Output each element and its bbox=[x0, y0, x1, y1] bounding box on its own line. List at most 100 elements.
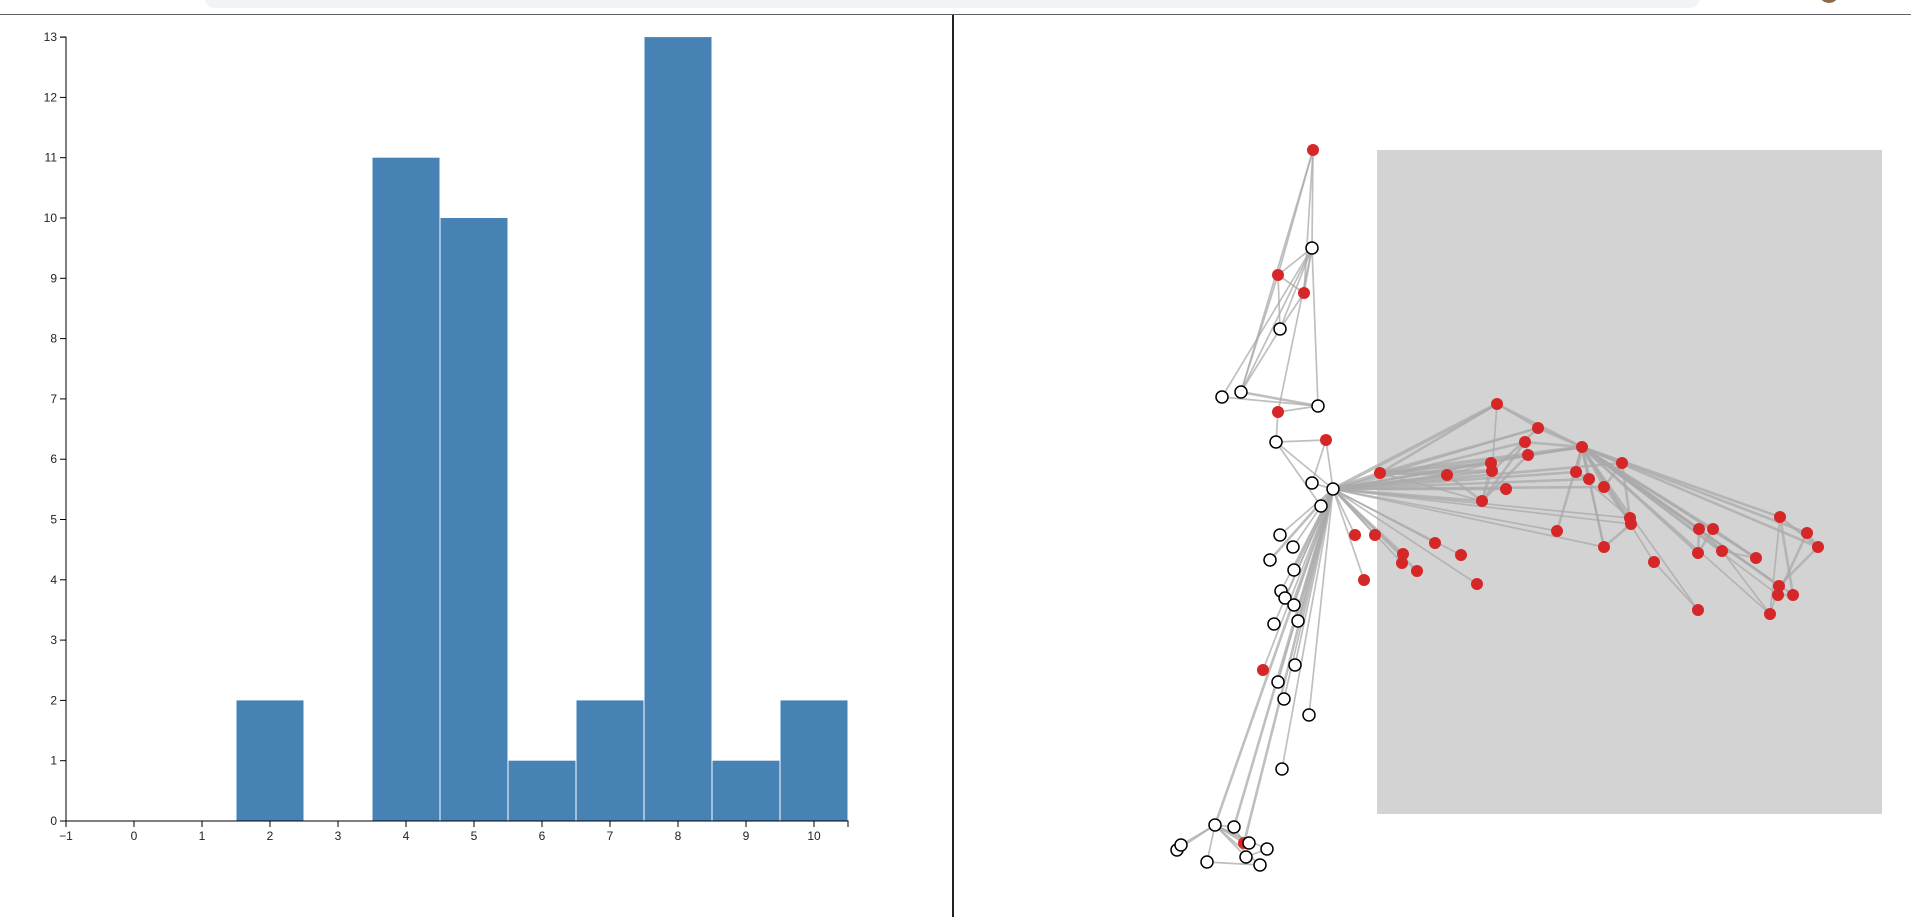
network-node-selected[interactable] bbox=[1358, 574, 1370, 586]
network-edge bbox=[1311, 439, 1327, 484]
network-node[interactable] bbox=[1277, 692, 1291, 706]
profile-avatar[interactable] bbox=[1820, 0, 1838, 3]
network-node-selected[interactable] bbox=[1707, 523, 1719, 535]
network-node[interactable] bbox=[1208, 818, 1222, 832]
network-edge bbox=[1379, 469, 1493, 475]
network-node-selected[interactable] bbox=[1570, 466, 1582, 478]
network-node-selected[interactable] bbox=[1716, 545, 1728, 557]
address-bar[interactable] bbox=[205, 0, 1700, 8]
network-edge bbox=[1214, 824, 1268, 850]
network-node-selected[interactable] bbox=[1298, 287, 1310, 299]
network-edge bbox=[1232, 488, 1335, 828]
network-node[interactable] bbox=[1314, 499, 1328, 513]
histogram-bar[interactable] bbox=[508, 760, 576, 821]
network-node-selected[interactable] bbox=[1624, 512, 1636, 524]
network-node[interactable] bbox=[1305, 476, 1319, 490]
network-node-selected[interactable] bbox=[1486, 465, 1498, 477]
network-node-selected[interactable] bbox=[1519, 436, 1531, 448]
network-node-selected[interactable] bbox=[1397, 548, 1409, 560]
network-node[interactable] bbox=[1305, 241, 1319, 255]
y-axis bbox=[60, 36, 67, 822]
network-node-selected[interactable] bbox=[1500, 483, 1512, 495]
network-edge bbox=[1588, 478, 1605, 548]
network-node[interactable] bbox=[1269, 435, 1283, 449]
network-node-selected[interactable] bbox=[1455, 549, 1467, 561]
network-node[interactable] bbox=[1278, 591, 1292, 605]
network-node[interactable] bbox=[1302, 708, 1316, 722]
network-node-selected[interactable] bbox=[1369, 529, 1381, 541]
network-node[interactable] bbox=[1288, 658, 1302, 672]
network-node[interactable] bbox=[1200, 855, 1214, 869]
network-node[interactable] bbox=[1273, 322, 1287, 336]
network-node-selected[interactable] bbox=[1471, 578, 1483, 590]
network-node[interactable] bbox=[1263, 553, 1277, 567]
network-node-selected[interactable] bbox=[1692, 547, 1704, 559]
histogram-bar[interactable] bbox=[644, 37, 712, 822]
network-node-selected[interactable] bbox=[1764, 608, 1776, 620]
panel-divider[interactable] bbox=[952, 15, 954, 917]
network-node[interactable] bbox=[1273, 528, 1287, 542]
network-node-selected[interactable] bbox=[1551, 525, 1563, 537]
network-node-selected[interactable] bbox=[1801, 527, 1813, 539]
network-node[interactable] bbox=[1227, 820, 1241, 834]
network-node[interactable] bbox=[1215, 390, 1229, 404]
x-axis bbox=[65, 820, 849, 827]
network-node[interactable] bbox=[1287, 598, 1301, 612]
network-node-selected[interactable] bbox=[1598, 541, 1610, 553]
network-node-selected[interactable] bbox=[1693, 523, 1705, 535]
network-edge bbox=[1332, 402, 1498, 491]
network-node[interactable] bbox=[1291, 614, 1305, 628]
network-node[interactable] bbox=[1287, 563, 1301, 577]
network-node-selected[interactable] bbox=[1812, 541, 1824, 553]
network-node-selected[interactable] bbox=[1476, 495, 1488, 507]
network-node-selected[interactable] bbox=[1692, 604, 1704, 616]
network-node-selected[interactable] bbox=[1773, 580, 1785, 592]
network-node-selected[interactable] bbox=[1307, 144, 1319, 156]
network-node-selected[interactable] bbox=[1429, 537, 1441, 549]
network-node-selected[interactable] bbox=[1532, 422, 1544, 434]
network-node[interactable] bbox=[1174, 838, 1188, 852]
network-node[interactable] bbox=[1242, 836, 1256, 850]
network-node-selected[interactable] bbox=[1787, 589, 1799, 601]
network-node[interactable] bbox=[1311, 399, 1325, 413]
network-node-selected[interactable] bbox=[1576, 441, 1588, 453]
network-node-selected[interactable] bbox=[1374, 467, 1386, 479]
network-node-selected[interactable] bbox=[1272, 406, 1284, 418]
network-node-selected[interactable] bbox=[1774, 511, 1786, 523]
network-node-selected[interactable] bbox=[1257, 664, 1269, 676]
network-node-selected[interactable] bbox=[1583, 473, 1595, 485]
network-node-selected[interactable] bbox=[1320, 434, 1332, 446]
network-edge bbox=[1481, 454, 1529, 502]
network-node-selected[interactable] bbox=[1750, 552, 1762, 564]
network-node-selected[interactable] bbox=[1616, 457, 1628, 469]
network-node[interactable] bbox=[1286, 540, 1300, 554]
network-node[interactable] bbox=[1267, 617, 1281, 631]
network-node-selected[interactable] bbox=[1648, 556, 1660, 568]
histogram-bar[interactable] bbox=[576, 700, 644, 821]
network-node-selected[interactable] bbox=[1396, 557, 1408, 569]
network-node-selected[interactable] bbox=[1411, 565, 1423, 577]
network-node[interactable] bbox=[1271, 675, 1285, 689]
network-node[interactable] bbox=[1234, 385, 1248, 399]
network-node-selected[interactable] bbox=[1491, 398, 1503, 410]
network-node[interactable] bbox=[1253, 858, 1267, 872]
network-edge bbox=[1311, 247, 1319, 407]
histogram-bar[interactable] bbox=[712, 760, 780, 821]
network-node-selected[interactable] bbox=[1598, 481, 1610, 493]
histogram-bar[interactable] bbox=[372, 157, 440, 821]
histogram-bar[interactable] bbox=[440, 218, 508, 821]
network-node[interactable] bbox=[1275, 762, 1289, 776]
network-node-selected[interactable] bbox=[1272, 269, 1284, 281]
y-tick-label: 2 bbox=[50, 693, 57, 707]
y-tick-label: 10 bbox=[44, 211, 58, 225]
network-node-selected[interactable] bbox=[1772, 589, 1784, 601]
network-node[interactable] bbox=[1326, 482, 1340, 496]
network-node-selected[interactable] bbox=[1441, 469, 1453, 481]
network-edge bbox=[1292, 488, 1334, 548]
histogram-bar[interactable] bbox=[236, 700, 304, 821]
network-node[interactable] bbox=[1260, 842, 1274, 856]
histogram-bar[interactable] bbox=[780, 700, 848, 821]
network-node[interactable] bbox=[1239, 850, 1253, 864]
network-node-selected[interactable] bbox=[1349, 529, 1361, 541]
network-node-selected[interactable] bbox=[1522, 449, 1534, 461]
